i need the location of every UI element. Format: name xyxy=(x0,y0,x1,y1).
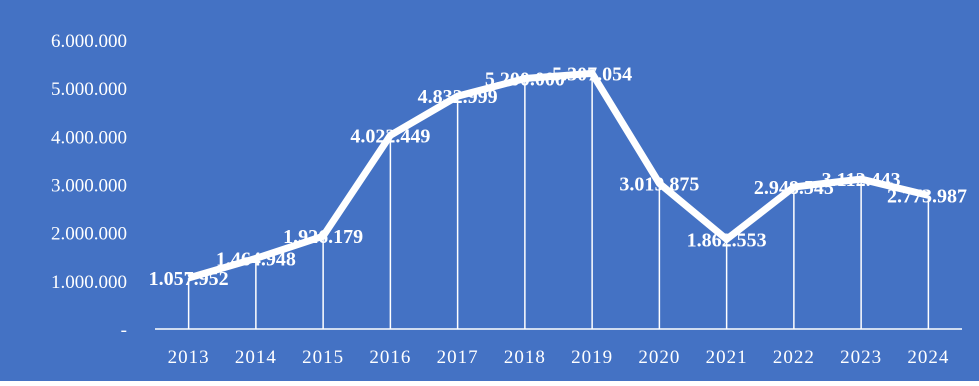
series-line xyxy=(187,69,930,282)
x-tick-label: 2021 xyxy=(706,347,748,368)
x-tick-label: 2017 xyxy=(437,347,479,368)
y-axis: - 1.000.000 2.000.000 3.000.000 4.000.000 5.0… xyxy=(51,31,127,341)
data-label: 1.464.948 xyxy=(216,248,296,270)
y-tick-label: 6.000.000 xyxy=(51,31,127,52)
data-label: 5.307.054 xyxy=(552,63,632,85)
y-tick-label: 1.000.000 xyxy=(51,272,127,293)
data-label: 3.112.443 xyxy=(822,169,901,191)
data-label: 2.773.987 xyxy=(887,185,967,207)
data-label: 4.022.449 xyxy=(350,125,430,147)
y-tick-label: - xyxy=(121,320,127,341)
x-tick-label: 2013 xyxy=(168,347,210,368)
x-tick-label: 2022 xyxy=(773,347,815,368)
x-tick-label: 2016 xyxy=(369,347,411,368)
x-axis: 2013 2014 2015 2016 2017 2018 2019 2020 2021 2022… xyxy=(168,347,949,368)
y-tick-label: 4.000.000 xyxy=(51,127,127,148)
x-tick-label: 2018 xyxy=(504,347,546,368)
y-tick-label: 3.000.000 xyxy=(51,176,127,197)
drop-lines xyxy=(187,73,930,329)
y-tick-label: 2.000.000 xyxy=(51,224,127,245)
data-label: 4.832.999 xyxy=(418,86,498,108)
data-label: 3.019.875 xyxy=(619,174,699,196)
data-label: 1.926.179 xyxy=(283,226,363,248)
data-label: 1.057.952 xyxy=(149,268,229,290)
x-tick-label: 2014 xyxy=(235,347,277,368)
x-tick-label: 2023 xyxy=(840,347,882,368)
y-tick-label: 5.000.000 xyxy=(51,79,127,100)
x-tick-label: 2024 xyxy=(907,347,949,368)
x-tick-label: 2015 xyxy=(302,347,344,368)
x-tick-label: 2020 xyxy=(638,347,680,368)
data-label: 1.862.553 xyxy=(687,229,767,251)
data-label: 5.200.000 xyxy=(485,69,565,91)
data-label: 2.948.545 xyxy=(754,177,834,199)
x-tick-label: 2019 xyxy=(571,347,613,368)
